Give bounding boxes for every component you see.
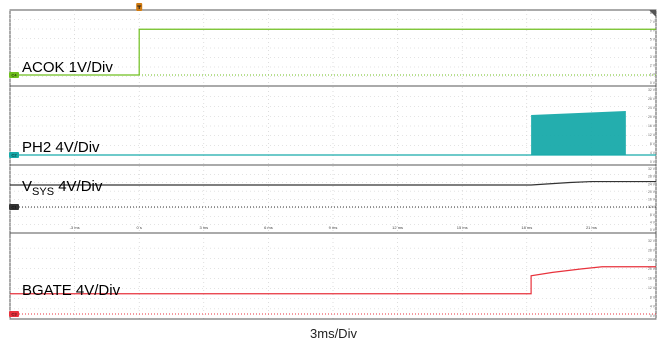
channel-marker-label: C3 [11, 312, 17, 317]
channel-marker-label: C2 [11, 153, 17, 158]
right-tick-label: 4 V [650, 46, 656, 50]
x-tick-label: 15 ms [457, 225, 468, 230]
right-tick-label: 20 V [648, 190, 656, 194]
right-tick-label: 32 V [648, 239, 656, 243]
right-tick-label: 2 V [650, 64, 656, 68]
right-tick-label: 8 V [650, 295, 656, 299]
right-tick-label: 28 V [648, 248, 656, 252]
right-tick-label: 16 V [648, 198, 656, 202]
x-tick-label: 9 ms [329, 225, 338, 230]
right-tick-label: 1 V [650, 72, 656, 76]
right-tick-label: 0 V [650, 228, 656, 232]
right-tick-label: 12 V [648, 205, 656, 209]
x-axis-label: 3ms/Div [310, 326, 357, 341]
right-tick-label: 8 V [650, 213, 656, 217]
channel-marker-label: C4 [11, 73, 17, 78]
x-tick-label: 12 ms [392, 225, 403, 230]
right-tick-label: 24 V [648, 106, 656, 110]
right-tick-label: 12 V [648, 286, 656, 290]
x-tick-label: 3 ms [199, 225, 208, 230]
channel-marker [9, 311, 19, 317]
series-trace [10, 266, 656, 295]
right-tick-label: 16 V [648, 277, 656, 281]
oscilloscope-chart: 8 V 7 V 6 V 5 V 4 V 3 V 2 V 1 V 0 V C4 ACOK 1V/Div… [9, 3, 657, 320]
right-tick-label: 5 V [650, 37, 656, 41]
right-tick-label: 20 V [648, 115, 656, 119]
x-tick-label: 21 ms [586, 225, 597, 230]
right-tick-label: 7 V [650, 20, 656, 24]
right-tick-label: 16 V [648, 124, 656, 128]
channel-marker-label: C1 [11, 205, 17, 210]
x-tick-label: 18 ms [521, 225, 532, 230]
x-tick-label: 6 ms [264, 225, 273, 230]
right-tick-label: 0 V [650, 160, 656, 164]
right-tick-label: 28 V [648, 175, 656, 179]
right-tick-label: 4 V [650, 220, 656, 224]
x-tick-label: -3 ms [70, 225, 80, 230]
channel-label: BGATE 4V/Div [22, 282, 121, 299]
right-tick-label: 4 V [650, 151, 656, 155]
right-tick-label: 12 V [648, 133, 656, 137]
right-tick-label: 24 V [648, 258, 656, 262]
right-tick-label: 24 V [648, 182, 656, 186]
right-tick-label: 32 V [648, 88, 656, 92]
right-tick-label: 0 V [650, 314, 656, 318]
series-trace [10, 180, 656, 186]
channel-marker [9, 152, 19, 158]
right-tick-label: 20 V [648, 267, 656, 271]
channel-label: ACOK 1V/Div [22, 59, 113, 76]
right-tick-label: 32 V [648, 167, 656, 171]
right-tick-label: 0 V [650, 81, 656, 85]
switching-burst [531, 111, 626, 155]
right-tick-label: 3 V [650, 55, 656, 59]
series-trace [10, 28, 656, 76]
corner-indicator [649, 10, 656, 17]
right-tick-label: 4 V [650, 305, 656, 309]
channel-label: VSYS 4V/Div [22, 178, 103, 198]
right-tick-label: 6 V [650, 29, 656, 33]
right-tick-label: 28 V [648, 97, 656, 101]
channel-marker [9, 204, 19, 210]
right-tick-label: 8 V [650, 142, 656, 146]
x-tick-label: 0 s [137, 225, 142, 230]
channel-marker [9, 72, 19, 78]
channel-label: PH2 4V/Div [22, 139, 100, 156]
